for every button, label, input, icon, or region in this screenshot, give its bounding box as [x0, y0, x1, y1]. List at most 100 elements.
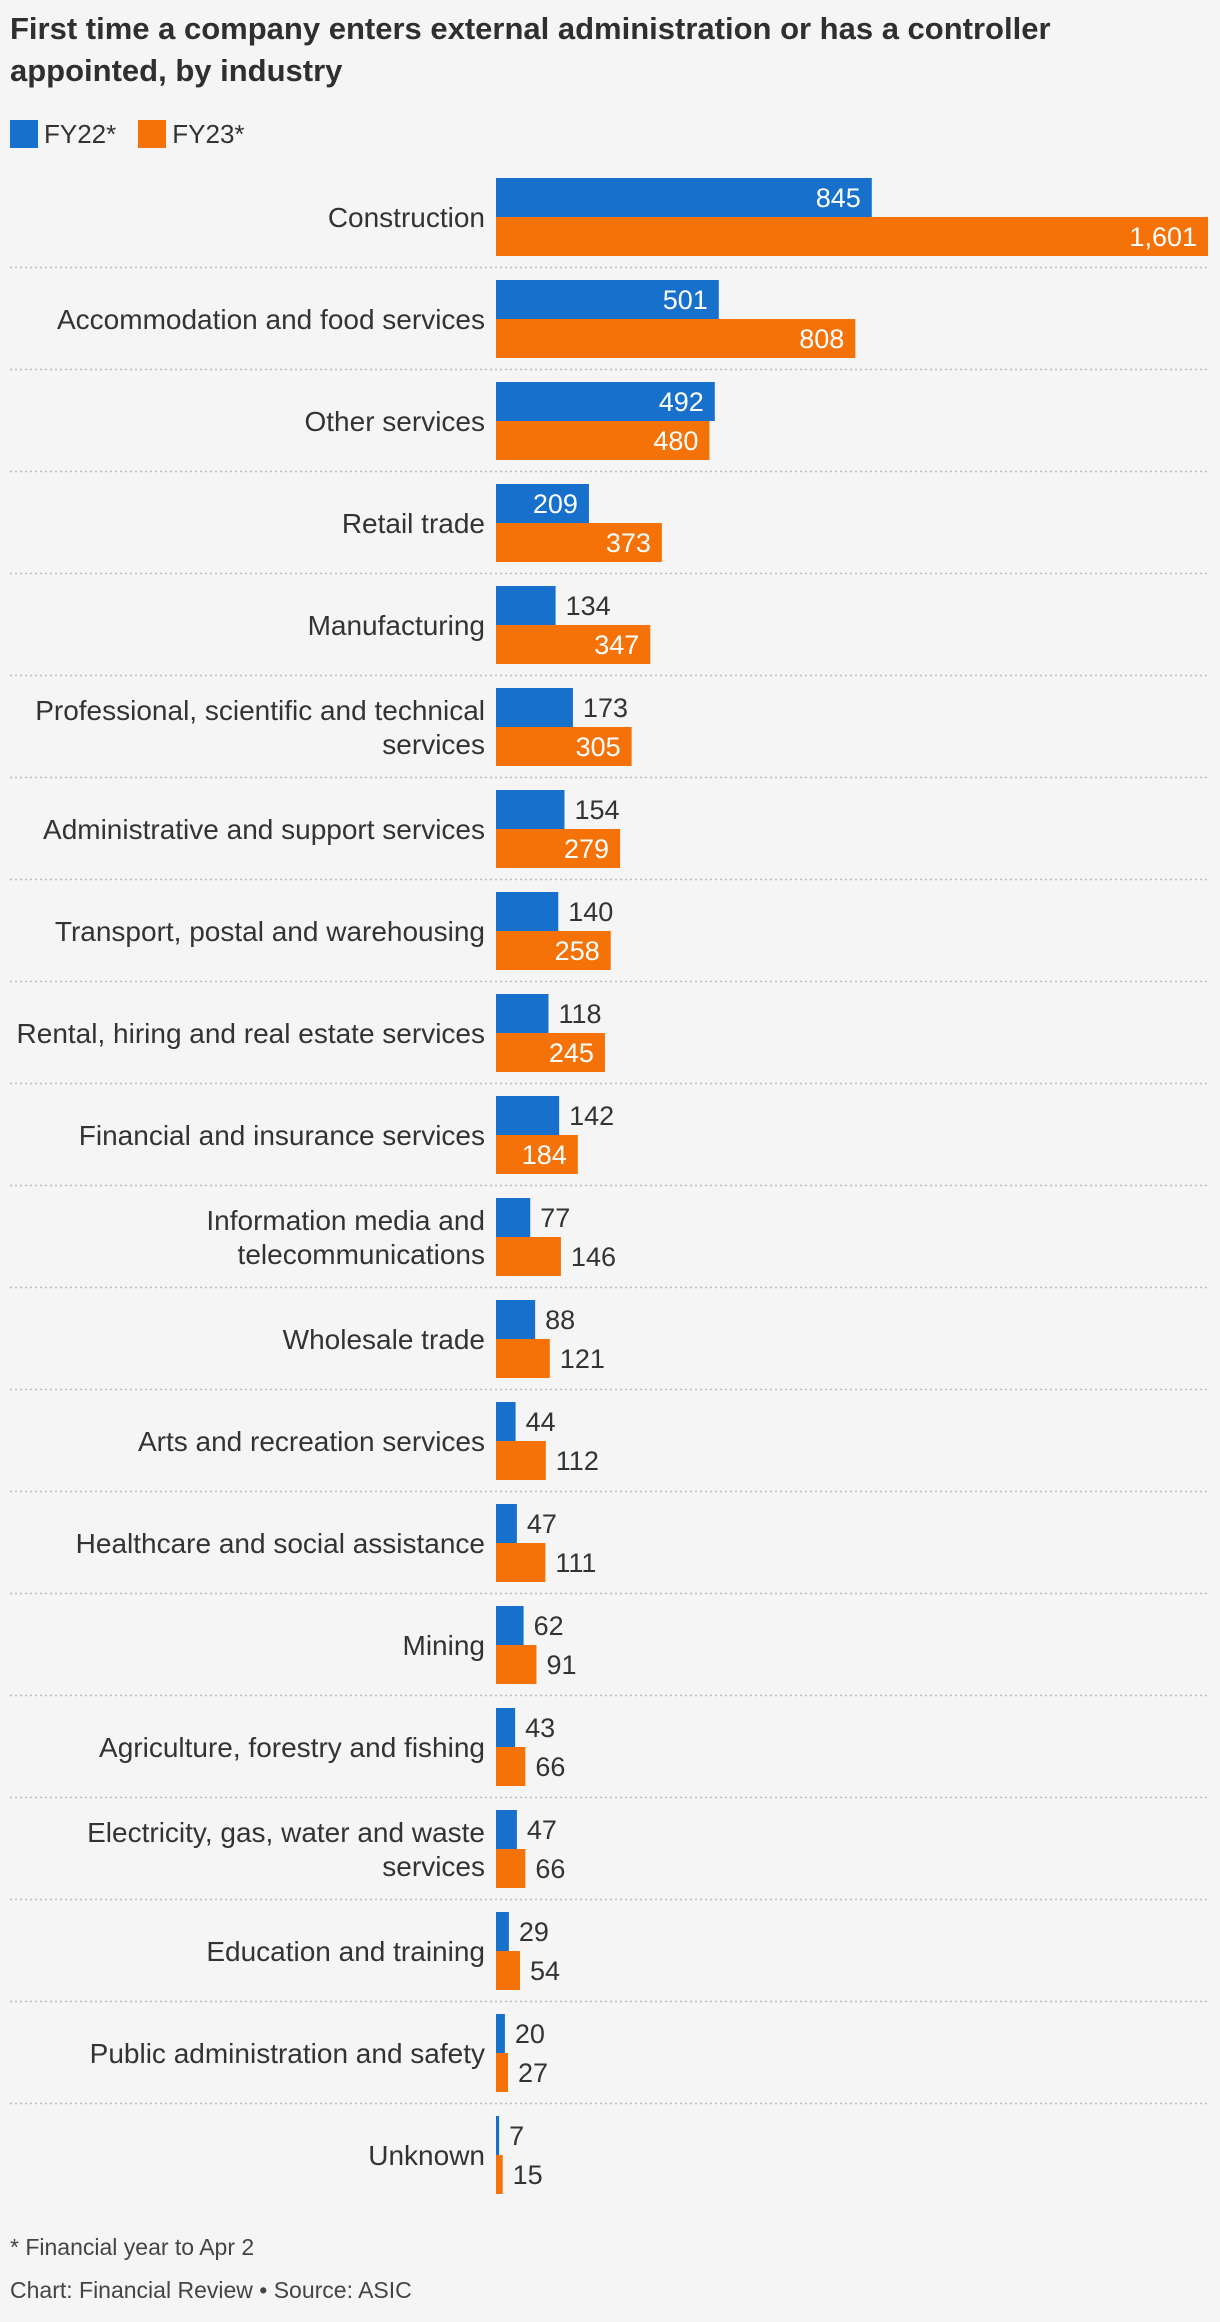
category-label: Public administration and safety [90, 2038, 485, 2069]
bar-fy22-retail-trade [496, 484, 589, 523]
bar-fy23-unknown [496, 2155, 503, 2194]
category-label: Retail trade [342, 508, 485, 539]
bar-fy22-rental-hiring-and-real-estate-services [496, 994, 549, 1033]
bar-fy22-electricity-gas-water-and-waste-services [496, 1810, 517, 1849]
value-label-fy22-financial-and-insurance-services: 142 [569, 1101, 614, 1131]
legend-item-fy22: FY22* [10, 119, 116, 150]
row-administrative-and-support-services: Administrative and support services 154 27… [43, 790, 621, 868]
value-label-fy23-financial-and-insurance-services: 184 [522, 1140, 567, 1170]
bar-fy22-manufacturing [496, 586, 556, 625]
bar-fy22-financial-and-insurance-services [496, 1096, 560, 1135]
category-label: Electricity, gas, water and waste service… [87, 1817, 485, 1882]
value-label-fy22-arts-and-recreation-services: 44 [526, 1407, 556, 1437]
bar-fy22-transport-postal-and-warehousing [496, 892, 559, 931]
category-label: Other services [305, 406, 486, 437]
bar-fy23-transport-postal-and-warehousing [496, 931, 611, 970]
value-label-fy22-construction: 845 [816, 183, 861, 213]
legend-swatch-fy22 [10, 120, 38, 148]
row-agriculture-forestry-and-fishing: Agriculture, forestry and fishing 43 66 [99, 1708, 565, 1786]
legend-label-fy23: FY23* [172, 118, 245, 149]
bar-fy23-wholesale-trade [496, 1339, 550, 1378]
value-label-fy22-agriculture-forestry-and-fishing: 43 [525, 1713, 555, 1743]
value-label-fy22-administrative-and-support-services: 154 [574, 795, 619, 825]
bar-fy23-professional-scientific-and-technical-services [496, 727, 632, 766]
row-electricity-gas-water-and-waste-services: Electricity, gas, water and waste service… [87, 1810, 565, 1888]
row-accommodation-and-food-services: Accommodation and food services 501 808 [57, 280, 856, 358]
row-education-and-training: Education and training 29 54 [206, 1912, 560, 1990]
bar-fy23-financial-and-insurance-services [496, 1135, 578, 1174]
bar-fy23-construction [496, 217, 1208, 256]
value-label-fy23-information-media-and-telecommunications: 146 [571, 1242, 616, 1272]
row-wholesale-trade: Wholesale trade 88 121 [283, 1300, 605, 1378]
value-label-fy23-electricity-gas-water-and-waste-services: 66 [535, 1854, 565, 1884]
bar-fy23-agriculture-forestry-and-fishing [496, 1747, 526, 1786]
value-label-fy22-professional-scientific-and-technical-services: 173 [583, 693, 628, 723]
bar-fy22-professional-scientific-and-technical-services [496, 688, 573, 727]
value-label-fy22-other-services: 492 [659, 387, 704, 417]
bar-fy22-unknown [496, 2116, 500, 2155]
bar-fy23-other-services [496, 421, 710, 460]
bar-fy22-mining [496, 1606, 524, 1645]
bar-fy22-education-and-training [496, 1912, 509, 1951]
bar-fy22-healthcare-and-social-assistance [496, 1504, 517, 1543]
bar-fy23-administrative-and-support-services [496, 829, 621, 868]
category-label: Arts and recreation services [138, 1426, 485, 1457]
value-label-fy23-arts-and-recreation-services: 112 [556, 1446, 599, 1476]
value-label-fy23-healthcare-and-social-assistance: 111 [555, 1548, 596, 1578]
value-label-fy23-retail-trade: 373 [606, 528, 651, 558]
bar-fy22-agriculture-forestry-and-fishing [496, 1708, 516, 1747]
category-label: Transport, postal and warehousing [55, 916, 485, 947]
row-other-services: Other services 492 480 [305, 382, 715, 460]
value-label-fy22-information-media-and-telecommunications: 77 [540, 1203, 570, 1233]
category-label: Construction [328, 202, 485, 233]
bar-fy23-healthcare-and-social-assistance [496, 1543, 546, 1582]
bar-fy23-information-media-and-telecommunications [496, 1237, 561, 1276]
row-professional-scientific-and-technical-services: Professional, scientific and technical se… [35, 688, 632, 766]
bar-fy22-wholesale-trade [496, 1300, 536, 1339]
category-label: Rental, hiring and real estate services [17, 1018, 485, 1049]
bar-fy23-public-administration-and-safety [496, 2053, 509, 2092]
value-label-fy23-public-administration-and-safety: 27 [518, 2058, 548, 2088]
value-label-fy23-education-and-training: 54 [530, 1956, 560, 1986]
value-label-fy22-manufacturing: 134 [566, 591, 611, 621]
bar-fy23-retail-trade [496, 523, 662, 562]
legend: FY22* FY23* [10, 116, 267, 152]
row-unknown: Unknown 7 15 [368, 2116, 543, 2194]
legend-label-fy22: FY22* [44, 118, 117, 149]
row-healthcare-and-social-assistance: Healthcare and social assistance 47 111 [76, 1504, 596, 1582]
chart-title: First time a company enters external adm… [10, 11, 1051, 88]
bar-fy22-other-services [496, 382, 715, 421]
value-label-fy22-wholesale-trade: 88 [545, 1305, 575, 1335]
category-label: Unknown [368, 2140, 485, 2171]
value-label-fy23-rental-hiring-and-real-estate-services: 245 [549, 1038, 594, 1068]
category-label: Wholesale trade [283, 1324, 485, 1355]
row-information-media-and-telecommunications: Information media and telecommunications 7… [206, 1198, 616, 1276]
value-label-fy23-professional-scientific-and-technical-services: 305 [576, 732, 621, 762]
row-transport-postal-and-warehousing: Transport, postal and warehousing 140 258 [55, 892, 613, 970]
value-label-fy23-agriculture-forestry-and-fishing: 66 [535, 1752, 565, 1782]
legend-swatch-fy23 [138, 120, 167, 148]
value-label-fy23-manufacturing: 347 [594, 630, 639, 660]
row-mining: Mining 62 91 [403, 1606, 577, 1684]
value-label-fy23-mining: 91 [546, 1650, 576, 1680]
value-label-fy23-administrative-and-support-services: 279 [564, 834, 609, 864]
bar-fy23-accommodation-and-food-services [496, 319, 856, 358]
value-label-fy22-unknown: 7 [509, 2121, 524, 2151]
row-public-administration-and-safety: Public administration and safety 20 27 [90, 2014, 548, 2092]
value-label-fy22-accommodation-and-food-services: 501 [663, 285, 708, 315]
value-label-fy22-education-and-training: 29 [519, 1917, 549, 1947]
bar-chart: Construction 845 1,601 Accommodation and fo… [10, 178, 1210, 2194]
bar-fy23-arts-and-recreation-services [496, 1441, 546, 1480]
bar-fy22-accommodation-and-food-services [496, 280, 719, 319]
footnote: * Financial year to Apr 2 [10, 2234, 255, 2260]
value-label-fy23-construction: 1,601 [1129, 222, 1197, 252]
row-retail-trade: Retail trade 209 373 [342, 484, 662, 562]
bar-fy22-information-media-and-telecommunications [496, 1198, 531, 1237]
value-label-fy22-rental-hiring-and-real-estate-services: 118 [558, 999, 601, 1029]
category-label: Accommodation and food services [57, 304, 485, 335]
category-label: Education and training [206, 1936, 485, 1967]
value-label-fy22-retail-trade: 209 [533, 489, 578, 519]
category-label: Information media and telecommunications [206, 1205, 485, 1270]
